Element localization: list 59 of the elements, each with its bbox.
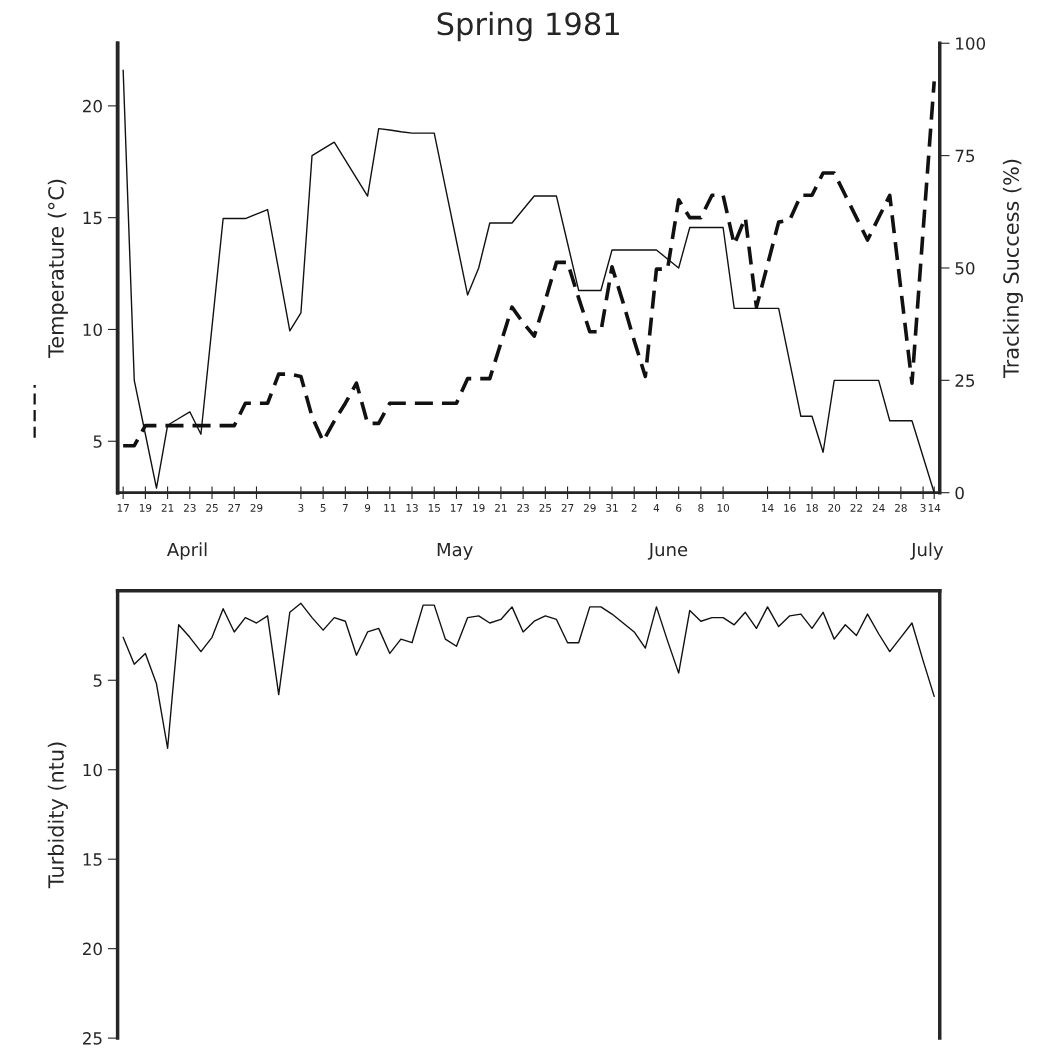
x-tick-label: 21 xyxy=(161,503,174,512)
x-tick-label: 29 xyxy=(250,503,263,512)
line-series xyxy=(122,602,935,749)
text: June xyxy=(647,542,688,560)
text: April xyxy=(166,542,207,560)
x-tick-label: 14 xyxy=(762,504,774,512)
text: July xyxy=(910,542,944,560)
y-tick-label: 10 xyxy=(83,323,102,337)
x-tick-label: 19 xyxy=(473,503,485,512)
x-tick-label: 7 xyxy=(342,504,348,512)
x-tick-label: 17 xyxy=(450,504,463,512)
x-tick-label: 29 xyxy=(583,503,596,512)
x-tick-label: 9 xyxy=(364,503,371,512)
x-tick-label: 24 xyxy=(872,503,885,512)
x-tick-label: 3 xyxy=(920,503,926,512)
x-tick-label: 10 xyxy=(717,503,730,512)
y-axis-title: Temperature (°C) xyxy=(47,179,68,358)
x-tick-label: 14 xyxy=(928,504,941,512)
x-tick-label: 23 xyxy=(517,503,529,512)
y-tick-label: 15 xyxy=(83,211,102,225)
y2-tick-label: 100 xyxy=(956,37,986,50)
x-tick-label: 16 xyxy=(784,503,796,512)
x-tick-label: 2 xyxy=(631,503,637,512)
x-tick-label: 11 xyxy=(384,504,396,512)
y-tick-label: 25 xyxy=(83,1032,102,1045)
y-tick-label: 5 xyxy=(93,674,102,687)
x-tick-label: 25 xyxy=(206,503,218,512)
y-tick-label: 20 xyxy=(83,99,102,113)
y2-tick-label: 75 xyxy=(955,149,975,163)
chart-title: Spring 1981 xyxy=(437,11,619,42)
x-tick-label: 27 xyxy=(228,503,240,512)
x-tick-label: 23 xyxy=(183,503,196,512)
y2-tick-label: 0 xyxy=(955,486,964,500)
x-tick-label: 19 xyxy=(139,503,152,512)
y-tick-label: 5 xyxy=(93,435,102,448)
text: May xyxy=(437,542,473,560)
y2-axis-title: Tracking Success (%) xyxy=(1002,159,1023,378)
x-tick-label: 28 xyxy=(895,503,907,512)
x-tick-label: 3 xyxy=(298,503,304,512)
x-tick-label: 13 xyxy=(406,503,418,512)
x-tick-label: 18 xyxy=(806,503,818,512)
y2-tick-label: 25 xyxy=(955,374,975,387)
x-tick-label: 5 xyxy=(320,504,326,512)
x-tick-label: 8 xyxy=(698,503,704,512)
y2-tick-label: 50 xyxy=(955,261,975,275)
x-tick-label: 20 xyxy=(828,503,841,512)
x-tick-label: 17 xyxy=(117,504,129,512)
x-tick-label: 31 xyxy=(606,503,618,512)
x-tick-label: 4 xyxy=(653,504,660,512)
x-tick-label: 25 xyxy=(539,503,552,512)
y-axis-title: Turbidity (ntu) xyxy=(47,742,68,889)
x-tick-label: 27 xyxy=(561,503,574,512)
y-tick-label: 20 xyxy=(83,942,102,956)
y-tick-label: 10 xyxy=(83,763,102,777)
x-tick-label: 6 xyxy=(676,503,682,512)
x-tick-label: 22 xyxy=(850,503,863,512)
x-tick-label: 15 xyxy=(428,504,440,512)
x-tick-label: 21 xyxy=(495,503,507,512)
y-tick-label: 15 xyxy=(83,853,102,866)
